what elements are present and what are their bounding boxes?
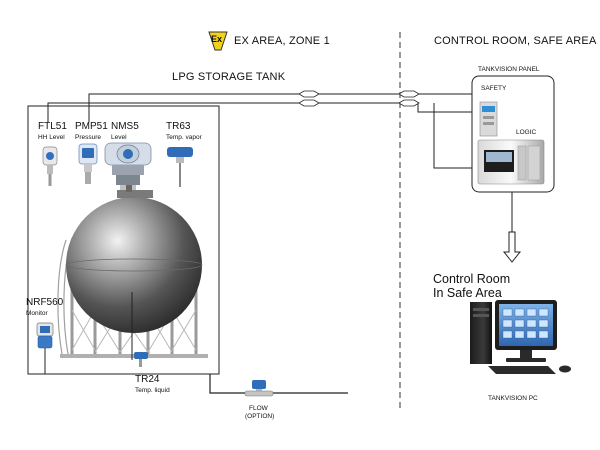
ftl51-tag: FTL51: [38, 121, 67, 132]
tr63-tag: TR63: [166, 121, 191, 132]
signal-lines: [47, 93, 472, 169]
safety-module-icon: [479, 101, 498, 137]
flow-meter-icon: [244, 380, 274, 397]
tankvision-panel-title: TANKVISION PANEL: [478, 66, 540, 73]
flow-label: FLOW: [249, 405, 268, 412]
line-couplers: [298, 90, 420, 107]
control-room-line2: In Safe Area: [433, 286, 502, 300]
safety-label: SAFETY: [481, 85, 507, 92]
tr24-desc: Temp. liquid: [135, 387, 170, 394]
tr63-desc: Temp. vapor: [166, 134, 202, 141]
tr24-instrument-icon: [131, 292, 148, 367]
pmp51-instrument-icon: [78, 143, 98, 184]
pmp51-tag: PMP51: [75, 121, 108, 132]
lpg-sphere-tank: [66, 197, 202, 333]
nms5-tag: NMS5: [111, 121, 139, 132]
pmp51-desc: Pressure: [75, 134, 102, 141]
logic-label: LOGIC: [516, 129, 537, 136]
tank-top-platform: [117, 190, 153, 198]
control-room-line1: Control Room: [433, 272, 511, 286]
nrf560-tag: NRF560: [26, 297, 64, 308]
control-room-label: CONTROL ROOM, SAFE AREA: [434, 35, 597, 47]
ex-area-label: EX AREA, ZONE 1: [234, 35, 330, 47]
panel-to-pc-arrow: [502, 192, 522, 263]
tr63-instrument-icon: [167, 147, 193, 187]
tr24-tag: TR24: [135, 374, 160, 385]
tankvision-pc-caption: TANKVISION PC: [488, 395, 538, 402]
ftl51-instrument-icon: [42, 146, 58, 186]
nrf560-monitor-icon: [36, 322, 54, 349]
flow-pipe: [209, 374, 348, 394]
logic-controller-icon: [477, 139, 545, 185]
control-room-pc-icon: [470, 300, 571, 374]
ex-symbol: Ex: [211, 34, 223, 44]
nrf560-desc: Monitor: [26, 310, 48, 317]
nrf560-wiring: [44, 348, 219, 375]
ex-badge-icon: Ex: [207, 31, 229, 51]
ftl51-desc: HH Level: [38, 134, 65, 141]
nms5-desc: Level: [111, 134, 127, 141]
tank-title: LPG STORAGE TANK: [172, 71, 286, 83]
flow-option-label: (OPTION): [245, 413, 275, 420]
